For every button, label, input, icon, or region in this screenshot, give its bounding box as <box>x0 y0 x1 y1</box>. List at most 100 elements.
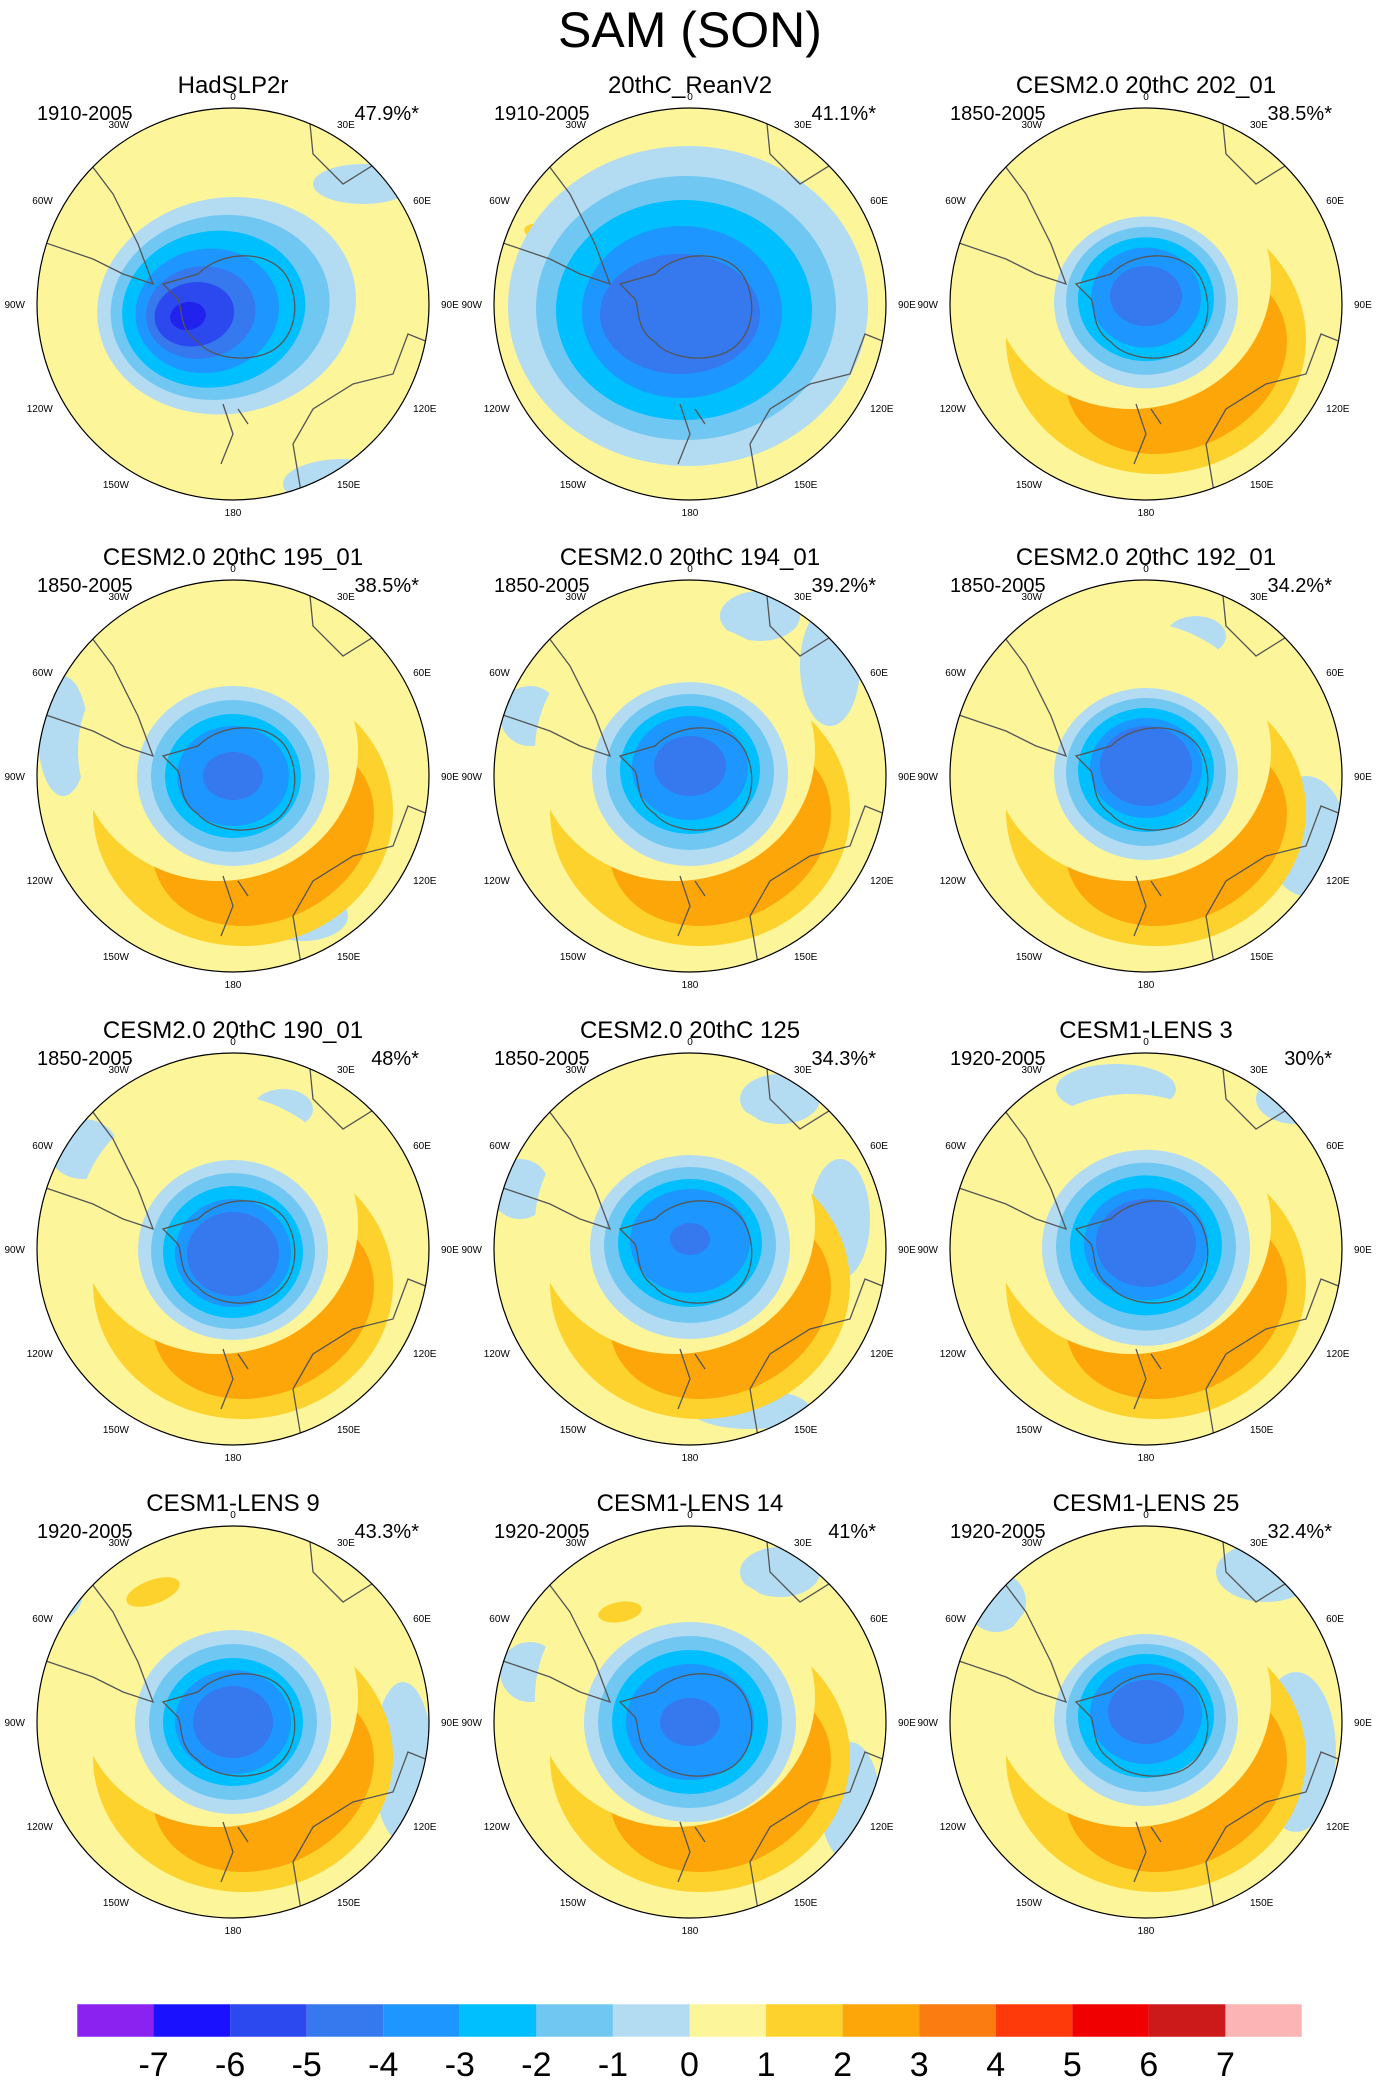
australia-coastline <box>292 333 429 500</box>
map-boundary <box>36 1052 430 1446</box>
australia-coastline <box>1205 1278 1342 1445</box>
contour-field <box>950 108 1342 500</box>
longitude-label: 150E <box>337 1898 361 1909</box>
longitude-label: 60W <box>945 196 966 207</box>
longitude-label: 60E <box>1326 668 1344 679</box>
longitude-label: 150E <box>1250 1425 1274 1436</box>
antarctica-coastline <box>618 1673 753 1777</box>
longitude-label: 90E <box>898 1245 916 1256</box>
map-boundary <box>493 1525 887 1919</box>
colorbar-swatch <box>536 2004 613 2037</box>
variance-label: 43.3%* <box>355 1521 420 1543</box>
longitude-label: 120E <box>870 1349 894 1360</box>
period-label: 1920-2005 <box>37 1521 133 1543</box>
longitude-label: 150W <box>1016 952 1043 963</box>
longitude-label: 30E <box>337 120 355 131</box>
colorbar-tick-label: 7 <box>1216 2046 1235 2084</box>
longitude-label: 150W <box>560 480 587 491</box>
negative-anomaly-patch <box>1216 1542 1316 1602</box>
colorbar-swatch <box>995 2004 1073 2037</box>
longitude-label: 120E <box>870 404 894 415</box>
longitude-label: 120E <box>1326 876 1350 887</box>
longitude-label: 90W <box>461 1718 482 1729</box>
longitude-label: 60E <box>413 1614 431 1625</box>
new-zealand-coastline <box>677 1348 706 1410</box>
map-boundary <box>36 579 430 973</box>
longitude-label: 120W <box>27 876 54 887</box>
longitude-label: 90W <box>461 772 482 783</box>
longitude-label: 120E <box>413 404 437 415</box>
panel-title: CESM1-LENS 3 <box>1059 1017 1232 1044</box>
longitude-label: 120E <box>1326 1349 1350 1360</box>
antarctica-coastline <box>1074 727 1209 831</box>
longitude-label: 60E <box>1326 1141 1344 1152</box>
antarctica-coastline <box>161 255 296 359</box>
new-zealand-coastline <box>677 403 706 465</box>
variance-label: 48%* <box>371 1048 419 1070</box>
variance-label: 34.3%* <box>812 1048 877 1070</box>
contour-field <box>37 1526 429 1918</box>
panel-title: CESM1-LENS 14 <box>597 1490 784 1517</box>
longitude-label: 60W <box>945 1614 966 1625</box>
antarctica-coastline <box>161 727 296 831</box>
contour-field <box>494 1526 886 1918</box>
colorbar-tick-label: -3 <box>445 2046 475 2084</box>
colorbar-tick-label: 6 <box>1139 2046 1158 2084</box>
longitude-label: 90E <box>441 1245 459 1256</box>
new-zealand-coastline <box>220 1348 249 1410</box>
variance-label: 34.2%* <box>1268 575 1333 597</box>
longitude-label: 150W <box>1016 480 1043 491</box>
new-zealand-coastline <box>220 1821 249 1883</box>
longitude-label: 30W <box>1021 120 1042 131</box>
map-boundary <box>493 107 887 501</box>
colorbar-swatch <box>1148 2004 1226 2037</box>
longitude-label: 150W <box>103 1898 130 1909</box>
longitude-label: 0 <box>687 564 693 575</box>
panel-title: CESM2.0 20thC 195_01 <box>103 544 363 571</box>
longitude-label: 150E <box>337 952 361 963</box>
longitude-label: 30E <box>1250 120 1268 131</box>
new-zealand-coastline <box>1133 1821 1162 1883</box>
longitude-label: 120E <box>1326 404 1350 415</box>
longitude-label: 60W <box>489 196 510 207</box>
longitude-label: 180 <box>682 508 699 519</box>
variance-label: 38.5%* <box>355 575 420 597</box>
longitude-label: 150E <box>337 480 361 491</box>
longitude-label: 150E <box>1250 1898 1274 1909</box>
longitude-label: 0 <box>230 92 236 103</box>
map-panel: 0 30E 60E 90E 120E 150E 180 150W 120W 90W 60W 30W CE… <box>4 1490 459 1937</box>
longitude-label: 30E <box>1250 1538 1268 1549</box>
longitude-label: 60W <box>32 1614 53 1625</box>
longitude-label: 30E <box>337 592 355 603</box>
longitude-label: 180 <box>225 508 242 519</box>
period-label: 1910-2005 <box>37 103 133 125</box>
longitude-label: 60W <box>32 668 53 679</box>
longitude-label: 180 <box>225 980 242 991</box>
variance-label: 39.2%* <box>812 575 877 597</box>
longitude-label: 90E <box>1354 772 1372 783</box>
period-label: 1910-2005 <box>494 103 590 125</box>
longitude-label: 150E <box>794 1425 818 1436</box>
longitude-label: 120W <box>27 1349 54 1360</box>
australia-coastline <box>749 1278 886 1445</box>
longitude-label: 0 <box>230 564 236 575</box>
longitude-label: 120W <box>940 876 967 887</box>
map-panel: 0 30E 60E 90E 120E 150E 180 150W 120W 90W 60W 30W CE… <box>461 1017 916 1464</box>
longitude-label: 0 <box>230 1037 236 1048</box>
map-panel: 0 30E 60E 90E 120E 150E 180 150W 120W 90W 60W 30W CE… <box>917 1017 1372 1464</box>
longitude-label: 180 <box>1138 980 1155 991</box>
negative-anomaly-patch <box>800 606 860 726</box>
longitude-label: 90W <box>461 300 482 311</box>
period-label: 1850-2005 <box>950 103 1046 125</box>
period-label: 1850-2005 <box>494 1048 590 1070</box>
longitude-label: 180 <box>682 1926 699 1937</box>
longitude-label: 60E <box>413 1141 431 1152</box>
negative-anomaly-contour <box>600 254 760 374</box>
new-zealand-coastline <box>677 1821 706 1883</box>
negative-anomaly-patch <box>1256 1074 1336 1124</box>
australia-coastline <box>749 1751 886 1918</box>
colorbar-swatch <box>842 2004 920 2037</box>
longitude-label: 30W <box>108 120 129 131</box>
australia-coastline <box>292 805 429 972</box>
longitude-label: 120W <box>940 1349 967 1360</box>
